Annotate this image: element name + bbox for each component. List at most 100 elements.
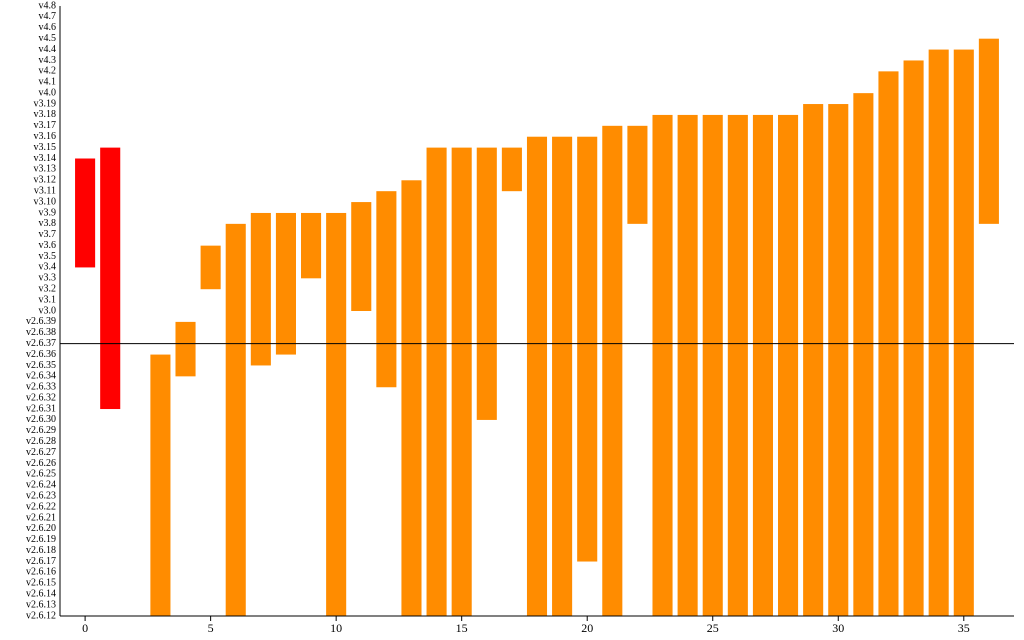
ytick-label: v3.1 — [39, 294, 57, 305]
ytick-label: v2.6.19 — [26, 534, 56, 545]
bar-29 — [803, 104, 823, 616]
bar-11 — [351, 202, 371, 311]
xtick-label: 35 — [958, 621, 970, 635]
bar-31 — [853, 93, 873, 616]
bar-0 — [75, 159, 95, 268]
bar-34 — [929, 50, 949, 616]
ytick-label: v3.5 — [39, 251, 57, 262]
ytick-label: v3.6 — [39, 240, 57, 251]
bar-13 — [401, 180, 421, 616]
ytick-label: v2.6.21 — [26, 512, 56, 523]
ytick-label: v3.17 — [34, 120, 57, 131]
bar-28 — [778, 115, 798, 616]
ytick-label: v3.10 — [34, 196, 57, 207]
bar-17 — [502, 148, 522, 192]
xtick-label: 20 — [581, 621, 593, 635]
ytick-label: v2.6.18 — [26, 545, 56, 556]
ytick-label: v2.6.14 — [26, 589, 56, 600]
ytick-label: v2.6.17 — [26, 556, 56, 567]
ytick-label: v2.6.13 — [26, 599, 56, 610]
ytick-label: v2.6.29 — [26, 425, 56, 436]
ytick-label: v2.6.15 — [26, 578, 56, 589]
bar-6 — [226, 224, 246, 616]
ytick-label: v3.9 — [39, 207, 57, 218]
ytick-label: v2.6.37 — [26, 338, 56, 349]
bar-22 — [627, 126, 647, 224]
ytick-label: v4.2 — [39, 66, 57, 77]
bar-4 — [175, 322, 195, 376]
ytick-label: v3.7 — [39, 229, 57, 240]
ytick-label: v3.12 — [34, 175, 57, 186]
ytick-label: v2.6.33 — [26, 382, 56, 393]
ytick-label: v2.6.28 — [26, 436, 56, 447]
bar-7 — [251, 213, 271, 366]
ytick-label: v2.6.34 — [26, 371, 56, 382]
ytick-label: v2.6.27 — [26, 447, 56, 458]
ytick-label: v4.5 — [39, 33, 57, 44]
ytick-label: v3.19 — [34, 98, 57, 109]
ytick-label: v2.6.39 — [26, 316, 56, 327]
bar-8 — [276, 213, 296, 355]
ytick-label: v4.6 — [39, 22, 57, 33]
ytick-label: v3.3 — [39, 273, 57, 284]
ytick-label: v4.4 — [39, 44, 57, 55]
bar-26 — [728, 115, 748, 616]
ytick-label: v3.14 — [34, 153, 57, 164]
bar-33 — [904, 60, 924, 616]
bar-15 — [452, 148, 472, 616]
bar-12 — [376, 191, 396, 387]
ytick-label: v2.6.12 — [26, 610, 56, 621]
ytick-label: v2.6.38 — [26, 327, 56, 338]
ytick-label: v2.6.25 — [26, 469, 56, 480]
bar-24 — [678, 115, 698, 616]
bar-36 — [979, 39, 999, 224]
bar-21 — [602, 126, 622, 616]
ytick-label: v4.7 — [39, 11, 57, 22]
bar-16 — [477, 148, 497, 420]
xtick-label: 0 — [82, 621, 88, 635]
ytick-label: v2.6.35 — [26, 360, 56, 371]
ytick-label: v2.6.30 — [26, 414, 56, 425]
ytick-label: v3.13 — [34, 164, 57, 175]
xtick-label: 5 — [208, 621, 214, 635]
ytick-label: v4.0 — [39, 87, 57, 98]
ytick-label: v2.6.24 — [26, 480, 56, 491]
ytick-label: v3.2 — [39, 284, 57, 295]
ytick-label: v4.3 — [39, 55, 57, 66]
ytick-label: v2.6.32 — [26, 392, 56, 403]
ytick-label: v3.11 — [34, 185, 56, 196]
ytick-label: v3.16 — [34, 131, 57, 142]
bar-18 — [527, 137, 547, 616]
xtick-label: 30 — [832, 621, 844, 635]
bar-25 — [703, 115, 723, 616]
bar-35 — [954, 50, 974, 616]
ytick-label: v2.6.16 — [26, 567, 56, 578]
ytick-label: v2.6.22 — [26, 501, 56, 512]
ytick-label: v2.6.31 — [26, 403, 56, 414]
xtick-label: 25 — [707, 621, 719, 635]
bar-3 — [150, 355, 170, 616]
bar-5 — [201, 246, 221, 290]
xtick-label: 10 — [330, 621, 342, 635]
ytick-label: v3.18 — [34, 109, 57, 120]
ytick-label: v3.8 — [39, 218, 57, 229]
ytick-label: v4.1 — [39, 77, 57, 88]
ytick-label: v3.15 — [34, 142, 57, 153]
bar-23 — [652, 115, 672, 616]
bar-9 — [301, 213, 321, 278]
ytick-label: v2.6.20 — [26, 523, 56, 534]
bar-30 — [828, 104, 848, 616]
bar-1 — [100, 148, 120, 409]
bar-14 — [427, 148, 447, 616]
ytick-label: v2.6.23 — [26, 490, 56, 501]
ytick-label: v3.0 — [39, 305, 57, 316]
ytick-label: v2.6.36 — [26, 349, 56, 360]
ytick-label: v2.6.26 — [26, 458, 56, 469]
bar-19 — [552, 137, 572, 616]
bar-27 — [753, 115, 773, 616]
kernel-version-range-chart: v2.6.12v2.6.13v2.6.14v2.6.15v2.6.16v2.6.… — [0, 0, 1024, 640]
bar-10 — [326, 213, 346, 616]
xtick-label: 15 — [456, 621, 468, 635]
bar-20 — [577, 137, 597, 562]
ytick-label: v4.8 — [39, 0, 57, 11]
